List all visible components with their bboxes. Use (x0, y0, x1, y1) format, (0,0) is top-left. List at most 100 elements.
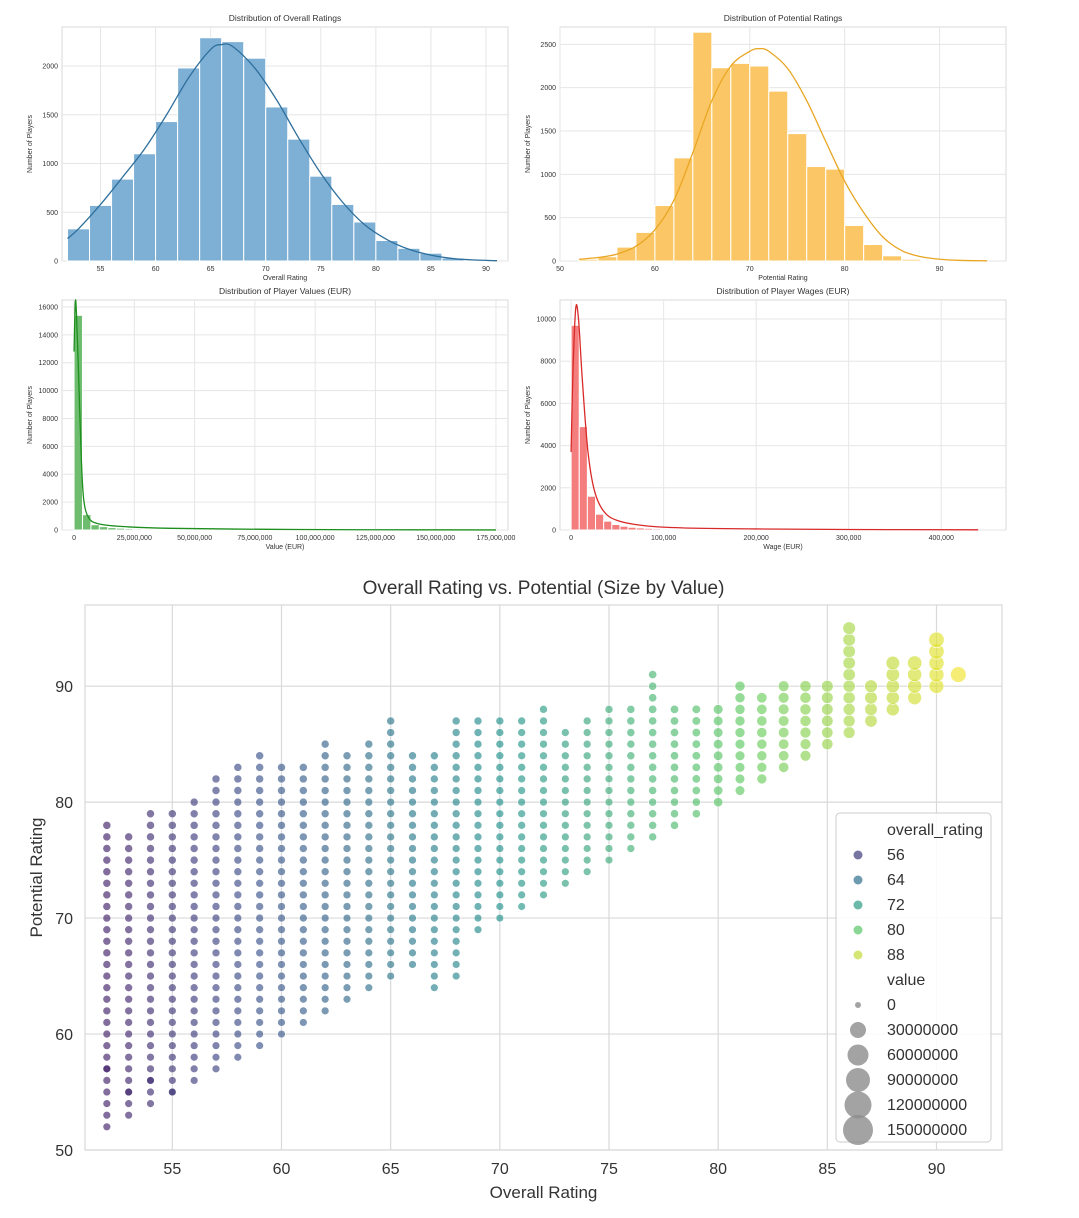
scatter-point (277, 855, 286, 865)
scatter-point (277, 902, 286, 911)
scatter-point (233, 879, 243, 888)
histogram-bar (73, 314, 83, 531)
scatter-point (734, 750, 746, 761)
legend-size-label: 120000000 (887, 1097, 967, 1114)
scatter-point (473, 728, 483, 737)
x-tick-label: 75 (317, 266, 325, 273)
scatter-point (299, 774, 308, 784)
scatter-point (734, 704, 746, 715)
scatter-point (408, 937, 417, 946)
scatter-point (342, 960, 352, 969)
scatter-point (102, 867, 112, 877)
scatter-point (168, 1087, 177, 1097)
kde-line (578, 47, 988, 262)
scatter-point (430, 751, 439, 761)
y-tick-label: 2000 (540, 485, 556, 492)
scatter-point (430, 774, 439, 784)
histogram-bar (155, 121, 179, 262)
scatter-point (320, 809, 330, 819)
x-tick-label: 55 (163, 1161, 181, 1178)
scatter-point (604, 716, 614, 726)
scatter-point (233, 925, 243, 934)
scatter-point (539, 705, 548, 714)
y-tick-label: 8000 (540, 359, 556, 366)
scatter-point (517, 902, 526, 911)
scatter-point (386, 937, 395, 946)
scatter-point (539, 797, 548, 807)
histogram-bar (111, 178, 135, 262)
y-axis-label: Number of Players (525, 386, 532, 444)
scatter-point (124, 983, 133, 992)
scatter-point (320, 879, 330, 888)
scatter-point (146, 1099, 155, 1108)
scatter-point (364, 948, 374, 958)
scatter-point (842, 633, 856, 647)
scatter-point (604, 809, 614, 818)
y-tick-label: 500 (544, 215, 556, 222)
histogram-bar (177, 67, 201, 262)
y-tick-label: 50 (55, 1143, 73, 1160)
histogram-bar (353, 221, 377, 262)
scatter-point (539, 844, 548, 853)
scatter-point (102, 902, 112, 911)
x-tick-label: 175,000,000 (476, 535, 515, 542)
scatter-point (386, 971, 395, 981)
scatter-point (255, 925, 264, 934)
scatter-point (451, 763, 461, 772)
scatter-point (648, 797, 658, 807)
histogram-bar (595, 513, 605, 531)
scatter-point (320, 821, 330, 830)
x-tick-label: 75,000,000 (237, 535, 272, 542)
scatter-point (189, 855, 199, 865)
scatter-point (408, 786, 417, 795)
scatter-point (320, 960, 330, 969)
scatter-point (408, 855, 417, 865)
scatter-point (604, 728, 614, 737)
scatter-point (648, 820, 658, 830)
scatter-point (102, 1064, 112, 1074)
scatter-point (691, 786, 701, 796)
scatter-point (364, 786, 374, 795)
scatter-point (277, 1018, 286, 1027)
scatter-point (124, 844, 133, 853)
y-tick-label: 14000 (39, 332, 59, 339)
chart-title: Distribution of Player Values (EUR) (219, 286, 351, 296)
scatter-point (582, 774, 592, 784)
scatter-point (255, 821, 264, 830)
scatter-point (561, 867, 570, 876)
scatter-point (277, 913, 286, 923)
y-tick-label: 2000 (42, 500, 58, 507)
y-tick-label: 2500 (540, 42, 556, 49)
histogram-bar (635, 231, 656, 262)
scatter-point (255, 1041, 264, 1050)
scatter-point (430, 960, 439, 969)
scatter-point (277, 995, 286, 1004)
scatter-point (146, 902, 155, 911)
scatter-point (626, 797, 636, 807)
histogram-bar (668, 528, 678, 531)
chart-title: Distribution of Potential Ratings (724, 13, 843, 23)
scatter-point (408, 879, 417, 888)
scatter-point (364, 844, 374, 853)
scatter-point (299, 855, 308, 865)
scatter-point (146, 878, 155, 888)
scatter-point (255, 971, 264, 981)
y-tick-label: 1000 (42, 161, 58, 168)
x-tick-label: 200,000 (744, 535, 769, 542)
histogram-panel-1: 0 500 1000 1500 2000 55 60 65 70 75 80 85 90 Distribu… (27, 13, 509, 282)
legend-size-marker (844, 1091, 872, 1119)
scatter-point (233, 867, 243, 876)
y-tick-label: 80 (55, 795, 73, 812)
scatter-point (691, 762, 701, 772)
x-tick-label: 85 (427, 266, 435, 273)
scatter-point (255, 809, 264, 819)
scatter-point (320, 913, 330, 923)
scatter-point (561, 821, 570, 830)
scatter-point (648, 751, 658, 761)
scatter-point (299, 832, 308, 842)
x-tick-label: 25,000,000 (117, 535, 152, 542)
scatter-point (189, 797, 199, 807)
scatter-point (146, 820, 155, 830)
scatter-point (734, 738, 746, 750)
histogram-bar (570, 324, 580, 531)
